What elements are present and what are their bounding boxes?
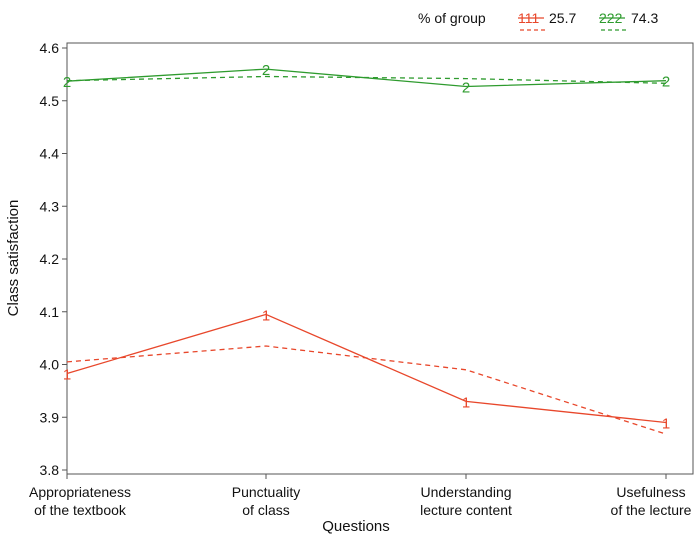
x-tick-label: Understanding	[420, 484, 511, 500]
y-tick-label: 4.3	[40, 198, 60, 214]
data-point-marker: 1	[262, 307, 270, 324]
y-tick-label: 4.2	[40, 251, 60, 267]
legend-title: % of group	[418, 10, 486, 26]
x-tick-label: Usefulness	[616, 484, 685, 500]
series-line-2-fitted	[66, 75, 667, 84]
y-tick-label: 4.4	[40, 146, 60, 162]
x-tick-label: Punctuality	[232, 484, 300, 500]
data-point-marker: 2	[262, 62, 270, 79]
legend-entry-2-value: 74.3	[631, 10, 658, 26]
x-tick-label: Appropriateness	[29, 484, 131, 500]
y-tick-label: 3.8	[40, 462, 60, 478]
x-tick-label: of class	[242, 502, 289, 518]
data-point-marker: 1	[63, 366, 71, 383]
data-point-marker: 1	[662, 416, 670, 433]
series-line-1-fitted	[66, 345, 667, 435]
y-tick-label: 4.0	[40, 357, 60, 373]
series-group	[66, 68, 667, 435]
x-tick-label: of the textbook	[34, 502, 127, 518]
legend: % of group 111 25.7 222 74.3	[418, 10, 658, 31]
x-axis-title: Questions	[322, 518, 390, 535]
y-tick-label: 4.6	[40, 40, 60, 56]
data-point-marker: 1	[462, 394, 470, 411]
y-axis: 3.8 3.9 4.0 4.1 4.2 4.3 4.4 4.5 4.6	[40, 40, 67, 478]
markers-group: 1 1 1 1 2 2 2 2	[63, 62, 670, 432]
y-tick-label: 4.5	[40, 93, 60, 109]
y-axis-title: Class satisfaction	[5, 200, 22, 317]
y-tick-label: 3.9	[40, 409, 60, 425]
legend-entry-1-value: 25.7	[549, 10, 576, 26]
data-point-marker: 2	[63, 74, 71, 91]
x-tick-label: lecture content	[420, 502, 512, 518]
data-point-marker: 2	[662, 74, 670, 91]
x-tick-label: of the lecture	[611, 502, 692, 518]
series-line-1	[66, 313, 667, 424]
plot-frame	[66, 42, 694, 475]
x-axis: Appropriateness of the textbook Punctualit…	[29, 474, 692, 518]
data-point-marker: 2	[462, 80, 470, 97]
y-tick-label: 4.1	[40, 304, 60, 320]
